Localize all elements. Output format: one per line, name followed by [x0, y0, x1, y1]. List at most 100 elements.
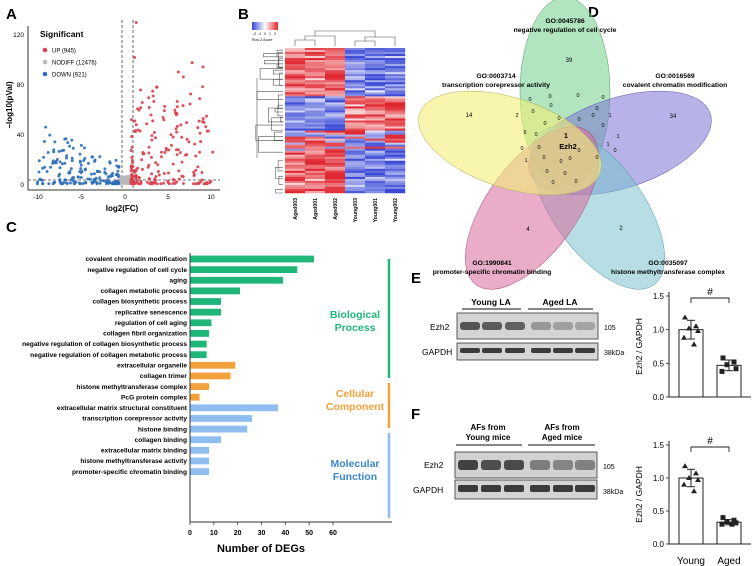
heatmap-cell: [325, 102, 346, 105]
heatmap-cell: [365, 150, 386, 153]
heatmap-cell: [345, 96, 366, 99]
gapdh-band: [482, 348, 502, 353]
venn-overlap-count: 0: [520, 146, 523, 152]
quant-y-tick-label: 1.0: [653, 474, 665, 483]
up-point: [205, 114, 209, 118]
heatmap-cell: [365, 60, 386, 63]
heatmap-cell: [285, 52, 306, 55]
heatmap-cell: [385, 126, 406, 129]
heatmap-cell: [385, 176, 406, 180]
heatmap-cell: [345, 56, 366, 59]
heatmap-cell: [285, 54, 306, 57]
go-x-tick-label: 30: [258, 530, 266, 537]
heatmap-cell: [285, 98, 306, 101]
up-point: [209, 179, 213, 183]
heatmap-cell: [385, 150, 406, 153]
heatmap-cell: [305, 144, 326, 147]
heatmap-cell: [385, 48, 406, 51]
heatmap-cell: [345, 118, 366, 121]
down-point: [98, 170, 102, 174]
volcano-legend-title: Significant: [40, 29, 84, 39]
up-point: [129, 148, 133, 152]
heatmap-cell: [365, 170, 386, 174]
zscore-tick-1: 1: [269, 32, 271, 36]
down-point: [79, 143, 83, 147]
dendrogram-branch: [277, 104, 283, 117]
venn-overlap-count: 2: [515, 113, 518, 119]
up-point: [140, 167, 144, 171]
go-term-label: extracellular matrix structural constitu…: [57, 405, 188, 412]
down-point: [84, 180, 88, 184]
go-bar: [190, 276, 283, 284]
heatmap-cell: [365, 138, 386, 141]
quant-point: [720, 355, 726, 361]
venn-overlap-count: 1: [608, 113, 611, 119]
significance-marker: #: [707, 436, 713, 447]
venn-set-3-id: GO:0035097: [648, 260, 688, 267]
quant-y-tick-label: 0.5: [653, 507, 665, 516]
legend-nodiff-label: NODIFF (12476): [52, 61, 97, 67]
group-biological-l1: Biological: [330, 309, 380, 321]
down-point: [70, 138, 74, 142]
heatmap-cell: [385, 148, 406, 151]
ezh2-band: [460, 322, 480, 330]
blot-f-gapdh-membrane: [454, 479, 598, 500]
heatmap-cell: [345, 104, 366, 107]
heatmap-cell: [305, 120, 326, 123]
up-point: [200, 178, 204, 182]
heatmap-cell: [285, 162, 306, 166]
down-point: [117, 165, 121, 169]
up-point: [130, 135, 134, 139]
volcano-y-tick-120: 120: [13, 32, 24, 39]
heatmap-cell: [365, 56, 386, 59]
down-point: [83, 168, 87, 172]
heatmap-cell: [385, 78, 406, 81]
heatmap-cell: [385, 190, 406, 194]
heatmap-cell: [345, 106, 366, 109]
up-point: [162, 172, 166, 176]
volcano-x-tick-10: 10: [207, 194, 215, 201]
heatmap-cell: [345, 176, 366, 180]
down-point: [45, 169, 49, 173]
heatmap-cell: [385, 184, 406, 188]
heatmap-column-label: Young001: [373, 198, 379, 223]
down-point: [78, 170, 82, 174]
go-term-label: collagen biosynthetic process: [92, 299, 187, 306]
heatmap-cell: [325, 144, 346, 147]
venn-overlap-count: 6: [523, 130, 526, 136]
heatmap-cell: [345, 160, 366, 164]
ezh2-band: [553, 322, 573, 330]
heatmap-cell: [305, 178, 326, 182]
heatmap-cell: [345, 64, 366, 67]
down-point: [114, 158, 118, 162]
heatmap-cell: [345, 70, 366, 73]
group-molecular-l2: Function: [333, 471, 377, 483]
quant-point: [724, 362, 730, 368]
heatmap-cell: [345, 98, 366, 101]
dendrogram-branch: [263, 53, 283, 58]
heatmap-cell: [305, 182, 326, 186]
heatmap-cell: [325, 126, 346, 129]
blot-e-mw2: 38kDa: [604, 350, 624, 357]
legend-up-marker: [42, 47, 48, 53]
dendrogram-branch: [275, 167, 283, 179]
blot-e-group2: Aged LA: [543, 297, 578, 307]
heatmap-cell: [285, 132, 306, 135]
heatmap-cell: [365, 180, 386, 184]
heatmap-cell: [305, 168, 326, 172]
heatmap-cell: [385, 76, 406, 79]
down-point: [95, 182, 99, 186]
ezh2-band: [504, 460, 524, 470]
heatmap-cell: [385, 160, 406, 164]
gapdh-band: [575, 348, 595, 353]
heatmap-cell: [285, 50, 306, 53]
up-point: [154, 178, 158, 182]
up-point: [197, 119, 201, 123]
panel-label-e: E: [411, 270, 421, 287]
heatmap-cell: [365, 126, 386, 129]
heatmap-cell: [325, 82, 346, 85]
ezh2-band: [531, 322, 551, 330]
heatmap-cell: [325, 116, 346, 119]
heatmap-cell: [285, 56, 306, 59]
quant-point: [724, 519, 730, 525]
